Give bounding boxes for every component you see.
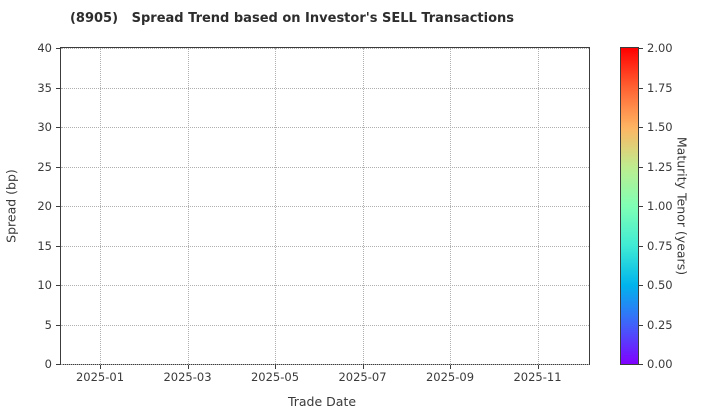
y-tick-label: 10 bbox=[37, 278, 52, 292]
colorbar-tick-label: 2.00 bbox=[647, 41, 673, 55]
y-tick-label: 5 bbox=[44, 317, 52, 332]
h-gridline bbox=[61, 206, 589, 207]
colorbar-tick-label: 0.00 bbox=[647, 357, 673, 371]
x-tick-label: 2025-09 bbox=[425, 370, 475, 384]
x-tick-label: 2025-01 bbox=[75, 370, 125, 384]
x-tick-mark bbox=[362, 365, 364, 369]
x-tick-mark bbox=[537, 365, 539, 369]
x-tick-label: 2025-05 bbox=[250, 370, 300, 384]
y-tick-label: 25 bbox=[37, 159, 52, 174]
x-tick-label: 2025-07 bbox=[338, 370, 387, 384]
x-axis-label: Trade Date bbox=[287, 394, 357, 409]
colorbar-tick-mark bbox=[639, 127, 643, 128]
colorbar-tick-mark bbox=[639, 48, 643, 49]
y-tick-mark bbox=[56, 364, 60, 365]
y-tick-mark bbox=[56, 285, 60, 286]
x-tick-mark bbox=[450, 365, 451, 369]
colorbar-tick-label: 1.00 bbox=[647, 199, 673, 213]
y-tick-label: 40 bbox=[37, 41, 52, 55]
x-tick-mark bbox=[275, 365, 276, 369]
colorbar-tick-label: 0.50 bbox=[647, 278, 673, 292]
h-gridline bbox=[61, 87, 589, 89]
y-tick-mark bbox=[56, 166, 60, 168]
y-tick-mark bbox=[56, 127, 60, 128]
h-gridline bbox=[61, 285, 589, 286]
colorbar-tick-mark bbox=[639, 324, 643, 326]
colorbar-tick-mark bbox=[639, 245, 643, 247]
h-gridline bbox=[61, 245, 589, 247]
x-tick-label: 2025-11 bbox=[513, 370, 562, 384]
colorbar bbox=[620, 47, 639, 365]
y-tick-label: 0 bbox=[44, 357, 52, 371]
colorbar-tick-mark bbox=[639, 206, 643, 207]
colorbar-tick-label: 0.75 bbox=[647, 238, 673, 253]
y-tick-mark bbox=[56, 206, 60, 207]
y-tick-mark bbox=[56, 87, 60, 89]
y-tick-mark bbox=[56, 324, 60, 326]
h-gridline bbox=[61, 364, 589, 365]
y-tick-label: 30 bbox=[37, 120, 52, 134]
colorbar-tick-mark bbox=[639, 87, 643, 89]
y-tick-mark bbox=[56, 245, 60, 247]
y-tick-label: 35 bbox=[37, 80, 52, 95]
h-gridline bbox=[61, 166, 589, 168]
v-gridline bbox=[450, 48, 451, 364]
x-tick-label: 2025-03 bbox=[163, 370, 212, 384]
colorbar-tick-mark bbox=[639, 364, 643, 365]
y-tick-label: 20 bbox=[37, 199, 52, 213]
v-gridline bbox=[275, 48, 276, 364]
chart-title: (8905) Spread Trend based on Investor's … bbox=[69, 11, 515, 26]
y-axis-label: Spread (bp) bbox=[3, 169, 19, 243]
v-gridline bbox=[537, 48, 539, 364]
y-tick-mark bbox=[56, 48, 60, 49]
v-gridline bbox=[187, 48, 189, 364]
y-tick-label: 15 bbox=[37, 238, 52, 253]
h-gridline bbox=[61, 48, 589, 49]
colorbar-tick-label: 1.50 bbox=[647, 120, 673, 134]
v-gridline bbox=[362, 48, 364, 364]
v-gridline bbox=[100, 48, 101, 364]
colorbar-tick-label: 1.25 bbox=[647, 159, 673, 174]
h-gridline bbox=[61, 127, 589, 128]
h-gridline bbox=[61, 324, 589, 326]
colorbar-tick-label: 0.25 bbox=[647, 317, 673, 332]
colorbar-tick-label: 1.75 bbox=[647, 80, 673, 95]
colorbar-tick-mark bbox=[639, 166, 643, 168]
x-tick-mark bbox=[187, 365, 189, 369]
x-tick-mark bbox=[100, 365, 101, 369]
colorbar-label: Maturity Tenor (years) bbox=[674, 136, 690, 276]
colorbar-tick-mark bbox=[639, 285, 643, 286]
